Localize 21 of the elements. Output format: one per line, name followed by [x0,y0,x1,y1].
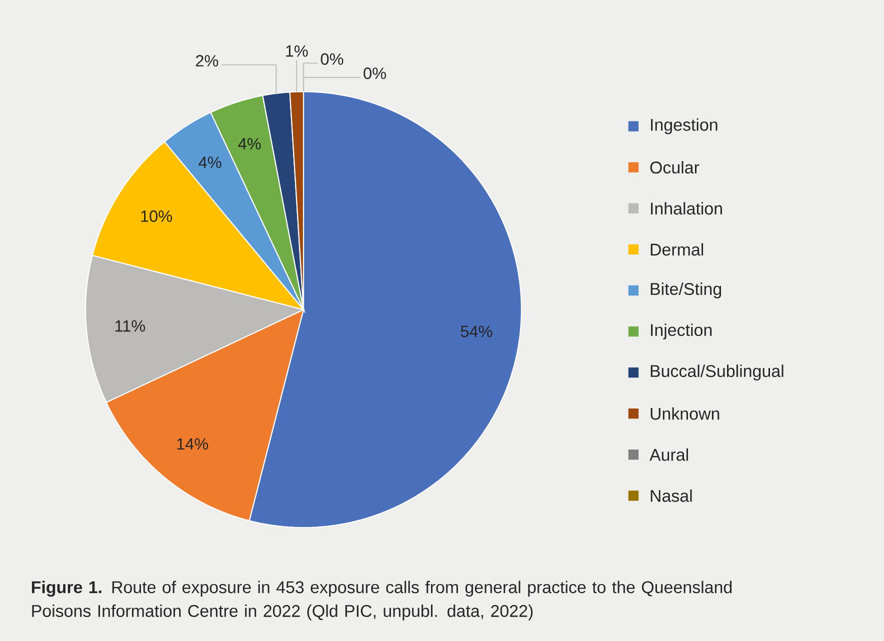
data-label: 2% [196,55,218,67]
legend-label: Dermal [650,243,704,256]
text: Figure 1. Route of exposure in 453 exposure calls from general practice to the Queensland Poisons Information Centre in 2022 (Qld PIC, unpubl. data, 2022) [32,580,732,621]
data-label: 11% [115,320,146,332]
text: 0% [364,68,386,80]
legend-label: Bite/Sting [650,282,722,299]
text: 0% [320,54,344,66]
data-label: 4% [198,156,222,168]
data-label: 1% [286,46,308,57]
legend-label: Unknown [650,408,720,420]
data-label: 10% [141,210,172,222]
data-label: 54% [460,326,492,338]
legend-label: Inhalation [651,202,722,215]
data-label: 4% [238,138,261,150]
legend-label: Injection [651,324,712,340]
legend-label: Nasal [650,490,692,502]
legend-label: Aural [650,448,688,462]
legend-label: Ocular [650,161,700,174]
legend-label: Buccal/Sublingual [650,364,784,381]
data-label: 14% [177,438,208,450]
legend-label: Ingestion [651,118,718,134]
